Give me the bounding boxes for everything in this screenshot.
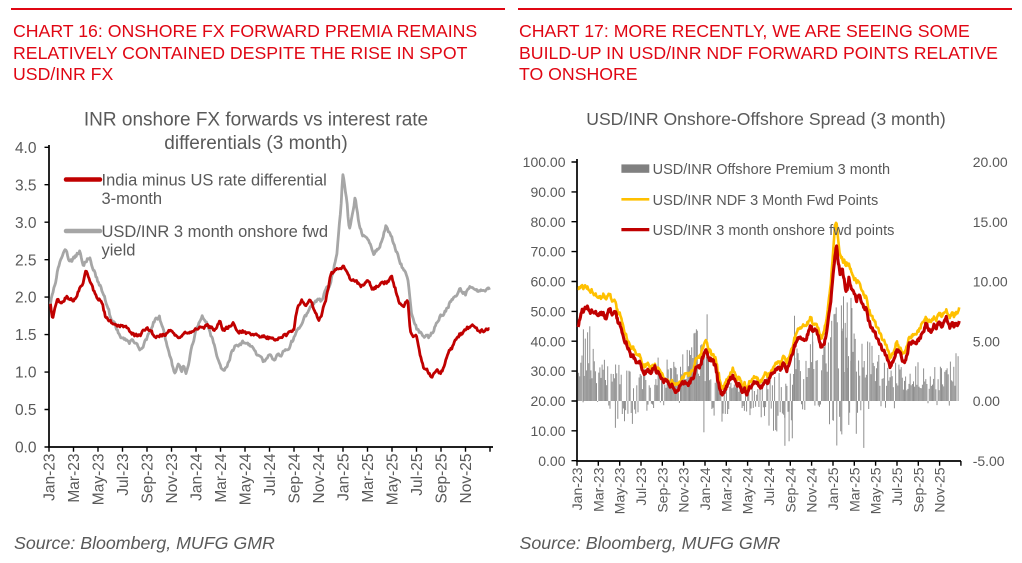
svg-text:Nov-24: Nov-24 — [804, 467, 820, 512]
svg-text:Sep-24: Sep-24 — [782, 467, 798, 512]
svg-text:2.0: 2.0 — [15, 290, 37, 307]
svg-text:Mar-23: Mar-23 — [66, 454, 83, 503]
svg-text:USD/INR 3 month onshore fwd po: USD/INR 3 month onshore fwd points — [653, 223, 895, 239]
svg-text:0.0: 0.0 — [15, 440, 37, 457]
svg-text:Mar-24: Mar-24 — [213, 453, 230, 502]
svg-text:0.5: 0.5 — [15, 402, 37, 419]
svg-text:3-month: 3-month — [102, 190, 163, 208]
svg-text:Mar-25: Mar-25 — [846, 467, 862, 512]
svg-text:Sep-23: Sep-23 — [140, 454, 157, 504]
svg-text:USD/INR Onshore-Offshore Sprea: USD/INR Onshore-Offshore Spread (3 month… — [586, 109, 946, 129]
svg-text:Jul-23: Jul-23 — [633, 467, 649, 505]
svg-text:Mar-23: Mar-23 — [590, 467, 606, 512]
svg-text:20.00: 20.00 — [973, 154, 1008, 170]
svg-text:Jan-25: Jan-25 — [336, 454, 353, 501]
svg-text:3.5: 3.5 — [15, 177, 37, 194]
svg-text:Nov-25: Nov-25 — [932, 467, 948, 512]
svg-text:Jan-23: Jan-23 — [42, 454, 59, 501]
svg-text:40.00: 40.00 — [530, 333, 565, 349]
svg-text:100.00: 100.00 — [523, 154, 566, 170]
svg-text:INR onshore FX forwards vs int: INR onshore FX forwards vs interest rate — [84, 109, 428, 130]
svg-text:Jul-25: Jul-25 — [889, 467, 905, 505]
svg-text:Jul-24: Jul-24 — [262, 453, 279, 496]
svg-text:May-25: May-25 — [868, 467, 884, 514]
svg-text:May-23: May-23 — [91, 454, 108, 506]
svg-text:Jan-25: Jan-25 — [825, 467, 841, 510]
svg-text:May-24: May-24 — [238, 453, 255, 505]
svg-text:yield: yield — [102, 242, 136, 260]
svg-text:USD/INR NDF 3 Month Fwd Points: USD/INR NDF 3 Month Fwd Points — [653, 193, 879, 209]
svg-text:USD/INR 3 month onshore fwd: USD/INR 3 month onshore fwd — [102, 223, 329, 241]
svg-text:Sep-23: Sep-23 — [654, 467, 670, 512]
svg-text:Jan-24: Jan-24 — [189, 453, 206, 501]
svg-text:0.00: 0.00 — [973, 393, 1000, 409]
svg-text:Sep-25: Sep-25 — [434, 454, 451, 504]
svg-text:differentials (3 month): differentials (3 month) — [164, 133, 347, 154]
svg-text:May-25: May-25 — [385, 454, 402, 506]
svg-text:4.0: 4.0 — [15, 140, 37, 157]
svg-text:USD/INR Offshore Premium 3 mon: USD/INR Offshore Premium 3 month — [653, 162, 890, 178]
svg-text:Nov-25: Nov-25 — [458, 454, 475, 504]
svg-text:May-24: May-24 — [740, 467, 756, 514]
svg-text:20.00: 20.00 — [530, 393, 565, 409]
svg-text:Sep-25: Sep-25 — [910, 467, 926, 512]
svg-text:70.00: 70.00 — [530, 244, 565, 260]
svg-text:80.00: 80.00 — [530, 214, 565, 230]
svg-text:Jul-25: Jul-25 — [409, 454, 426, 496]
svg-text:May-23: May-23 — [612, 467, 628, 514]
svg-text:50.00: 50.00 — [530, 303, 565, 319]
svg-text:Nov-23: Nov-23 — [164, 454, 181, 504]
svg-text:Jan-24: Jan-24 — [697, 467, 713, 510]
svg-text:1.0: 1.0 — [15, 365, 37, 382]
svg-text:Sep-24: Sep-24 — [287, 453, 304, 503]
svg-text:Mar-25: Mar-25 — [360, 454, 377, 503]
svg-text:-5.00: -5.00 — [973, 453, 1005, 469]
svg-text:Mar-24: Mar-24 — [718, 467, 734, 512]
svg-text:Jul-23: Jul-23 — [115, 454, 132, 496]
svg-text:Nov-23: Nov-23 — [676, 467, 692, 512]
svg-text:5.00: 5.00 — [973, 333, 1000, 349]
svg-text:0.00: 0.00 — [538, 453, 565, 469]
svg-text:India minus US rate differenti: India minus US rate differential — [102, 171, 327, 189]
svg-text:1.5: 1.5 — [15, 327, 37, 344]
svg-text:2.5: 2.5 — [15, 252, 37, 269]
svg-text:3.0: 3.0 — [15, 215, 37, 232]
svg-text:30.00: 30.00 — [530, 363, 565, 379]
svg-text:15.00: 15.00 — [973, 214, 1008, 230]
svg-text:Jan-23: Jan-23 — [569, 467, 585, 510]
svg-text:90.00: 90.00 — [530, 184, 565, 200]
svg-text:Nov-24: Nov-24 — [311, 453, 328, 503]
svg-text:60.00: 60.00 — [530, 274, 565, 290]
svg-text:Jul-24: Jul-24 — [761, 467, 777, 505]
svg-text:10.00: 10.00 — [530, 423, 565, 439]
svg-text:10.00: 10.00 — [973, 274, 1008, 290]
